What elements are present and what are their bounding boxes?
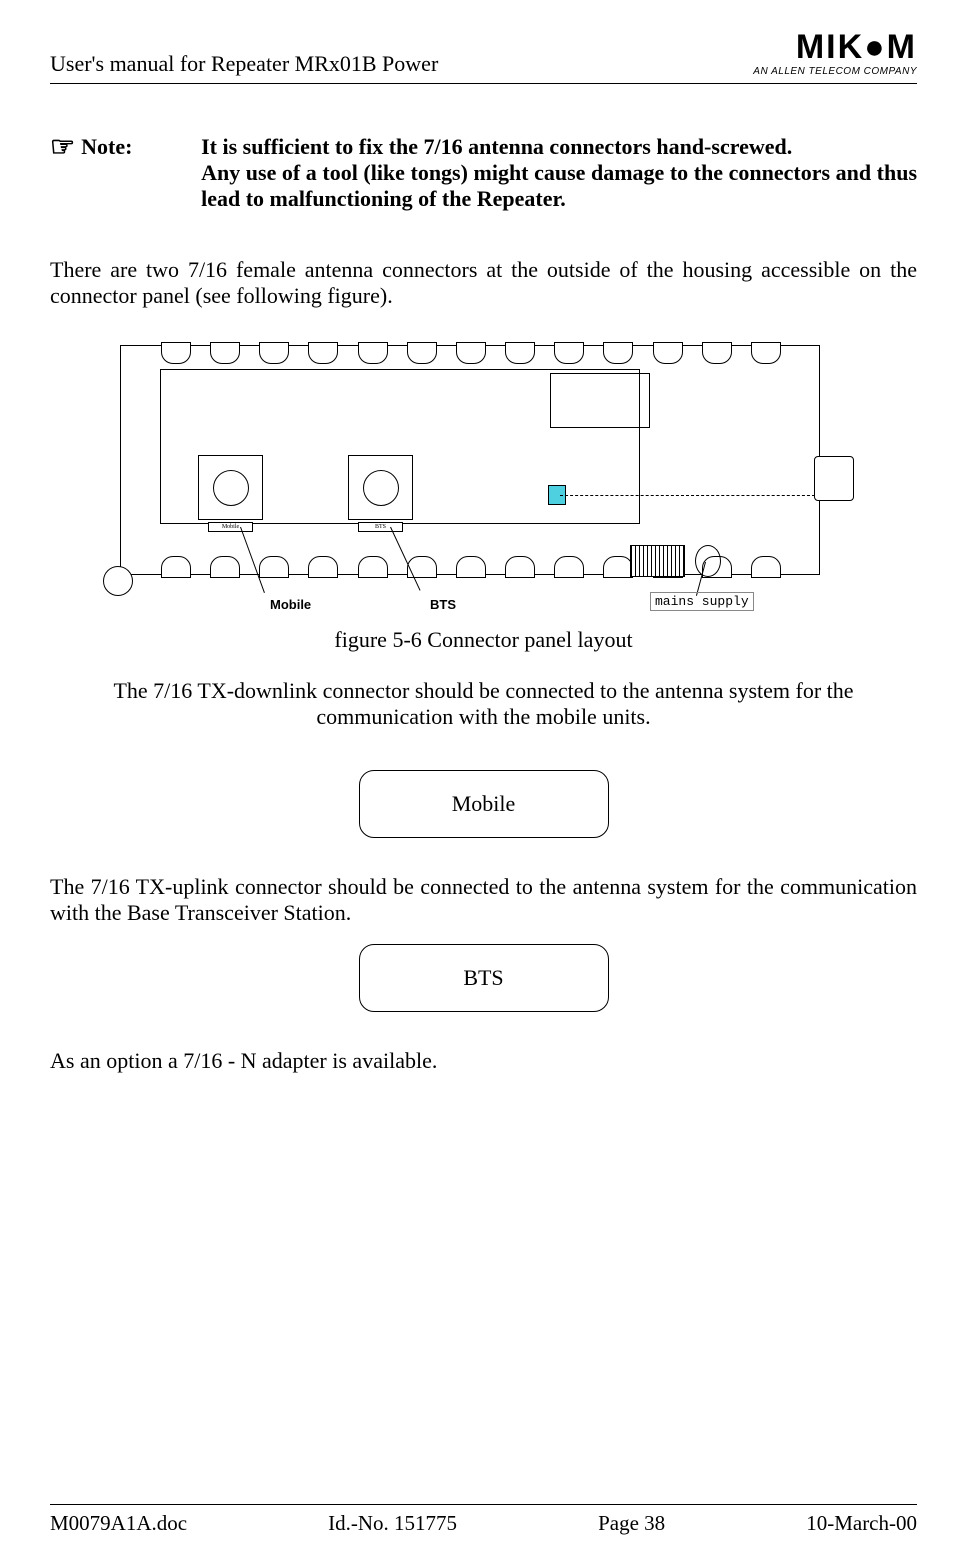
- note-label: Note:: [81, 134, 201, 160]
- connector-bts-tag: BTS: [358, 522, 403, 532]
- note-line2: Any use of a tool (like tongs) might cau…: [201, 160, 917, 211]
- connector-mobile: [198, 455, 263, 520]
- logo: MIK●M AN ALLEN TELECOM COMPANY: [753, 30, 917, 77]
- side-mount-right: [814, 456, 854, 501]
- note-block: ☞ Note: It is sufficient to fix the 7/16…: [50, 134, 917, 212]
- logo-main: MIK●M: [753, 30, 917, 64]
- note-text: It is sufficient to fix the 7/16 antenna…: [201, 134, 917, 212]
- connector-bts: [348, 455, 413, 520]
- adapter-paragraph: As an option a 7/16 - N adapter is avail…: [50, 1048, 917, 1074]
- uplink-paragraph: The 7/16 TX-uplink connector should be c…: [50, 874, 917, 926]
- dashed-guideline: [560, 495, 815, 496]
- connector-panel-diagram: Mobile BTS Mobile BTS mains supply: [120, 327, 840, 617]
- downlink-paragraph: The 7/16 TX-downlink connector should be…: [74, 678, 894, 730]
- connector-mobile-tag: Mobile: [208, 522, 253, 532]
- side-mount-left: [103, 566, 133, 596]
- cooling-fins-top: [161, 342, 781, 364]
- mains-cable-gland: [630, 545, 685, 577]
- pointing-hand-icon: ☞: [50, 134, 75, 162]
- mobile-label-box: Mobile: [359, 770, 609, 838]
- header-title: User's manual for Repeater MRx01B Power: [50, 51, 438, 77]
- bts-label-text: BTS: [463, 965, 503, 991]
- diagram-label-bts: BTS: [430, 597, 456, 612]
- footer-date: 10-March-00: [806, 1511, 917, 1536]
- diagram-label-mains: mains supply: [650, 592, 754, 611]
- footer-page: Page 38: [598, 1511, 665, 1536]
- mobile-label-text: Mobile: [452, 791, 516, 817]
- footer-id: Id.-No. 151775: [328, 1511, 457, 1536]
- footer-doc: M0079A1A.doc: [50, 1511, 187, 1536]
- intro-paragraph: There are two 7/16 female antenna connec…: [50, 257, 917, 309]
- page-header: User's manual for Repeater MRx01B Power …: [50, 30, 917, 84]
- figure-caption: figure 5-6 Connector panel layout: [50, 627, 917, 653]
- logo-subtitle: AN ALLEN TELECOM COMPANY: [753, 66, 917, 77]
- small-panel-box: [550, 373, 650, 428]
- bts-label-box: BTS: [359, 944, 609, 1012]
- diagram-label-mobile: Mobile: [270, 597, 311, 612]
- page-footer: M0079A1A.doc Id.-No. 151775 Page 38 10-M…: [50, 1504, 917, 1536]
- mains-port: [695, 545, 721, 577]
- note-line1: It is sufficient to fix the 7/16 antenna…: [201, 134, 792, 159]
